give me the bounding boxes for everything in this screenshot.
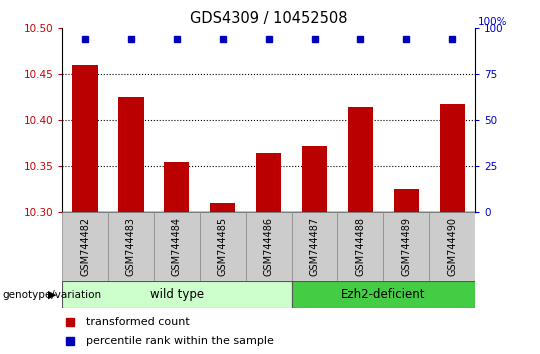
Text: genotype/variation: genotype/variation <box>3 290 102 300</box>
Text: GSM744484: GSM744484 <box>172 217 182 276</box>
Text: percentile rank within the sample: percentile rank within the sample <box>86 336 274 346</box>
Bar <box>164 162 190 212</box>
Text: wild type: wild type <box>150 288 204 301</box>
Bar <box>62 212 108 281</box>
Text: GSM744490: GSM744490 <box>447 217 457 276</box>
Text: transformed count: transformed count <box>86 318 190 327</box>
Text: GSM744482: GSM744482 <box>80 217 90 276</box>
Text: Ezh2-deficient: Ezh2-deficient <box>341 288 426 301</box>
Bar <box>292 281 475 308</box>
Bar <box>62 281 292 308</box>
Bar <box>440 104 465 212</box>
Bar <box>394 189 419 212</box>
Bar <box>118 97 144 212</box>
Text: GSM744485: GSM744485 <box>218 217 228 276</box>
Title: GDS4309 / 10452508: GDS4309 / 10452508 <box>190 11 347 26</box>
Bar <box>338 212 383 281</box>
Text: 100%: 100% <box>478 17 508 27</box>
Text: GSM744488: GSM744488 <box>355 217 366 276</box>
Text: GSM744487: GSM744487 <box>309 217 320 276</box>
Bar <box>210 203 235 212</box>
Bar <box>72 65 98 212</box>
Text: ▶: ▶ <box>48 290 57 300</box>
Bar <box>200 212 246 281</box>
Bar <box>292 212 338 281</box>
Text: GSM744486: GSM744486 <box>264 217 274 276</box>
Bar <box>383 212 429 281</box>
Text: GSM744489: GSM744489 <box>401 217 411 276</box>
Bar <box>256 153 281 212</box>
Bar <box>246 212 292 281</box>
Bar <box>108 212 154 281</box>
Bar <box>429 212 475 281</box>
Bar <box>154 212 200 281</box>
Bar <box>302 146 327 212</box>
Text: GSM744483: GSM744483 <box>126 217 136 276</box>
Bar <box>348 107 373 212</box>
